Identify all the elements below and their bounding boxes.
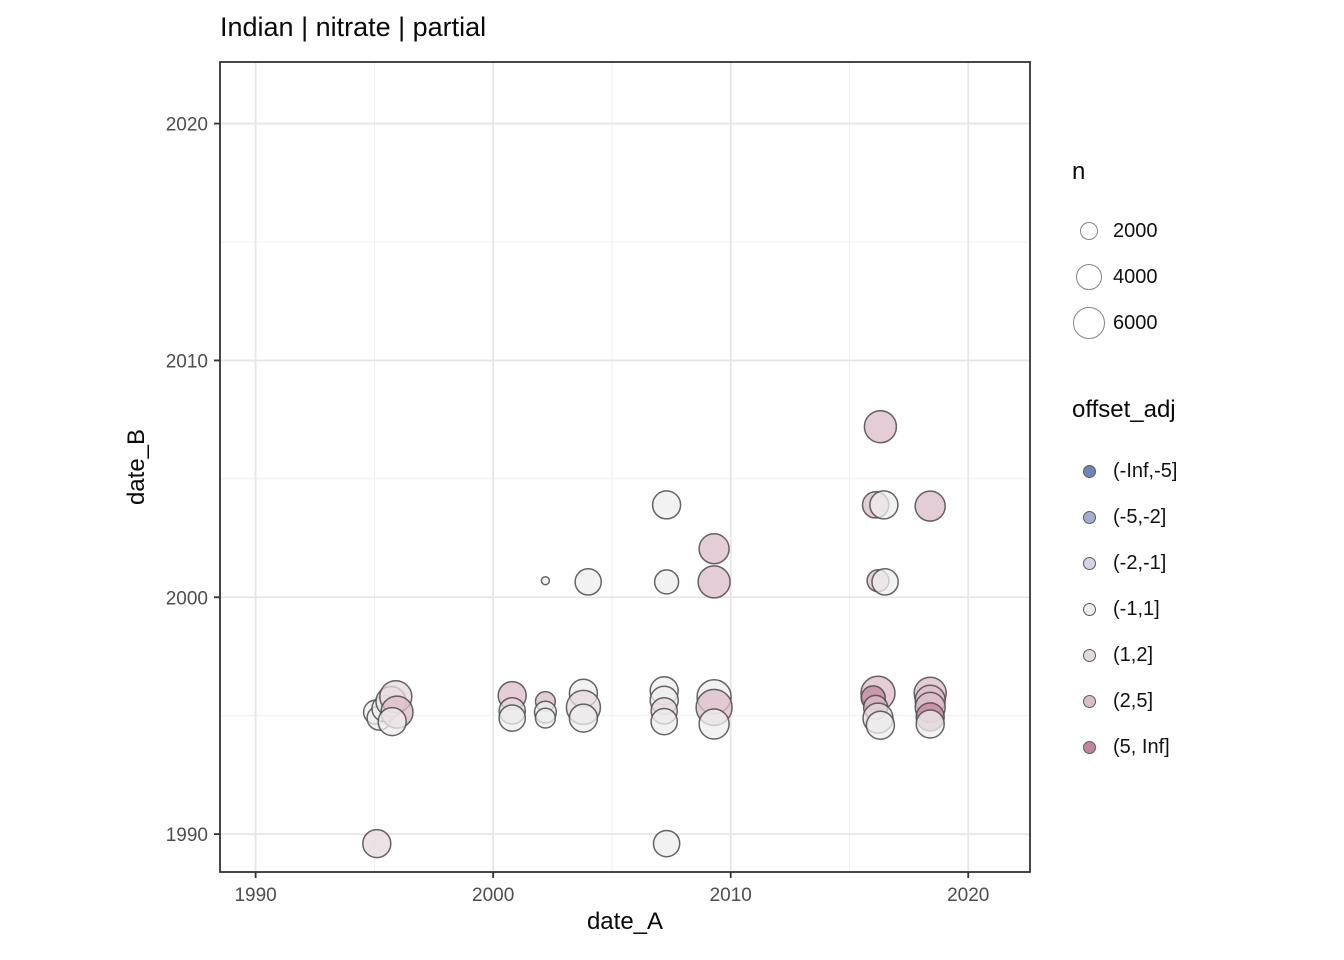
color-key-box bbox=[1072, 602, 1106, 616]
color-legend-item: (-1,1] bbox=[1072, 586, 1177, 632]
bubble bbox=[498, 704, 527, 732]
color-swatch-dot bbox=[1082, 740, 1096, 754]
color-swatch-dot bbox=[1082, 464, 1096, 478]
color-legend-label: (2,5] bbox=[1113, 689, 1154, 712]
bubble bbox=[653, 569, 680, 595]
size-key-box bbox=[1072, 263, 1106, 291]
color-legend-items: (-Inf,-5] (-5,-2] (-2,-1] (-1,1] (1,2] (2,5] (… bbox=[1072, 448, 1177, 770]
x-tick-label: 2000 bbox=[472, 885, 514, 906]
color-swatch-dot bbox=[1082, 602, 1096, 616]
size-key-box bbox=[1072, 307, 1106, 339]
size-legend: n 2000 4000 6000 bbox=[1072, 158, 1158, 346]
color-legend-item: (1,2] bbox=[1072, 632, 1177, 678]
bubble bbox=[915, 709, 945, 739]
color-key-box bbox=[1072, 510, 1106, 524]
size-legend-label: 2000 bbox=[1113, 219, 1158, 242]
color-key-box bbox=[1072, 464, 1106, 478]
bubble bbox=[697, 565, 731, 599]
bubble bbox=[865, 710, 896, 740]
x-tick-label: 2010 bbox=[710, 885, 752, 906]
color-legend-label: (1,2] bbox=[1113, 643, 1154, 666]
color-legend-item: (-2,-1] bbox=[1072, 540, 1177, 586]
color-legend-item: (2,5] bbox=[1072, 678, 1177, 724]
bubble bbox=[698, 532, 730, 565]
color-swatch-dot bbox=[1082, 694, 1096, 708]
color-key-box bbox=[1072, 694, 1106, 708]
plot-title: Indian | nitrate | partial bbox=[220, 12, 487, 42]
color-key-box bbox=[1072, 648, 1106, 662]
color-swatch-dot bbox=[1082, 648, 1096, 662]
size-legend-item: 4000 bbox=[1072, 254, 1158, 300]
color-key-box bbox=[1072, 740, 1106, 754]
color-legend-item: (-Inf,-5] bbox=[1072, 448, 1177, 494]
color-swatch-dot bbox=[1082, 510, 1096, 524]
size-legend-circle bbox=[1075, 263, 1103, 291]
y-tick-label: 1990 bbox=[166, 825, 208, 846]
bubble bbox=[863, 409, 898, 444]
x-tick-label: 1990 bbox=[234, 885, 276, 906]
bubble bbox=[362, 828, 392, 859]
x-axis-title: date_A bbox=[586, 908, 664, 935]
color-legend-label: (-1,1] bbox=[1113, 597, 1160, 620]
size-legend-item: 6000 bbox=[1072, 300, 1158, 346]
size-legend-label: 6000 bbox=[1113, 311, 1158, 334]
bubble bbox=[568, 703, 599, 733]
color-legend-item: (-5,-2] bbox=[1072, 494, 1177, 540]
color-swatch-dot bbox=[1082, 556, 1096, 570]
size-legend-title: n bbox=[1072, 158, 1086, 185]
size-legend-item: 2000 bbox=[1072, 208, 1158, 254]
bubble bbox=[914, 490, 946, 522]
color-legend-item: (5, Inf] bbox=[1072, 724, 1177, 770]
size-legend-items: 2000 4000 6000 bbox=[1072, 208, 1158, 346]
size-legend-label: 4000 bbox=[1113, 265, 1158, 288]
y-axis-title: date_B bbox=[123, 428, 150, 506]
bubble bbox=[540, 575, 551, 586]
bubble bbox=[869, 490, 899, 520]
bubble bbox=[650, 707, 679, 736]
bubble bbox=[651, 490, 682, 520]
color-legend-label: (-5,-2] bbox=[1113, 505, 1167, 528]
x-tick-label: 2020 bbox=[947, 885, 989, 906]
color-legend-label: (5, Inf] bbox=[1113, 735, 1170, 758]
panel-background bbox=[220, 62, 1030, 872]
color-legend-title: offset_adj bbox=[1072, 396, 1176, 423]
y-tick-label: 2010 bbox=[166, 351, 208, 372]
color-key-box bbox=[1072, 556, 1106, 570]
bubble bbox=[871, 568, 899, 596]
y-tick-label: 2000 bbox=[166, 588, 208, 609]
color-legend: offset_adj (-Inf,-5] (-5,-2] (-2,-1] (-1,1]… bbox=[1072, 396, 1177, 770]
size-legend-circle bbox=[1079, 221, 1099, 241]
panel-border bbox=[219, 61, 1031, 873]
bubble bbox=[574, 568, 603, 596]
color-legend-label: (-2,-1] bbox=[1113, 551, 1167, 574]
size-key-box bbox=[1072, 221, 1106, 241]
bubble bbox=[652, 829, 681, 858]
y-tick-label: 2020 bbox=[166, 115, 208, 136]
bubble bbox=[377, 706, 407, 737]
color-legend-label: (-Inf,-5] bbox=[1113, 459, 1178, 482]
bubble bbox=[534, 707, 557, 729]
size-legend-circle bbox=[1073, 307, 1105, 339]
bubble bbox=[698, 708, 730, 740]
